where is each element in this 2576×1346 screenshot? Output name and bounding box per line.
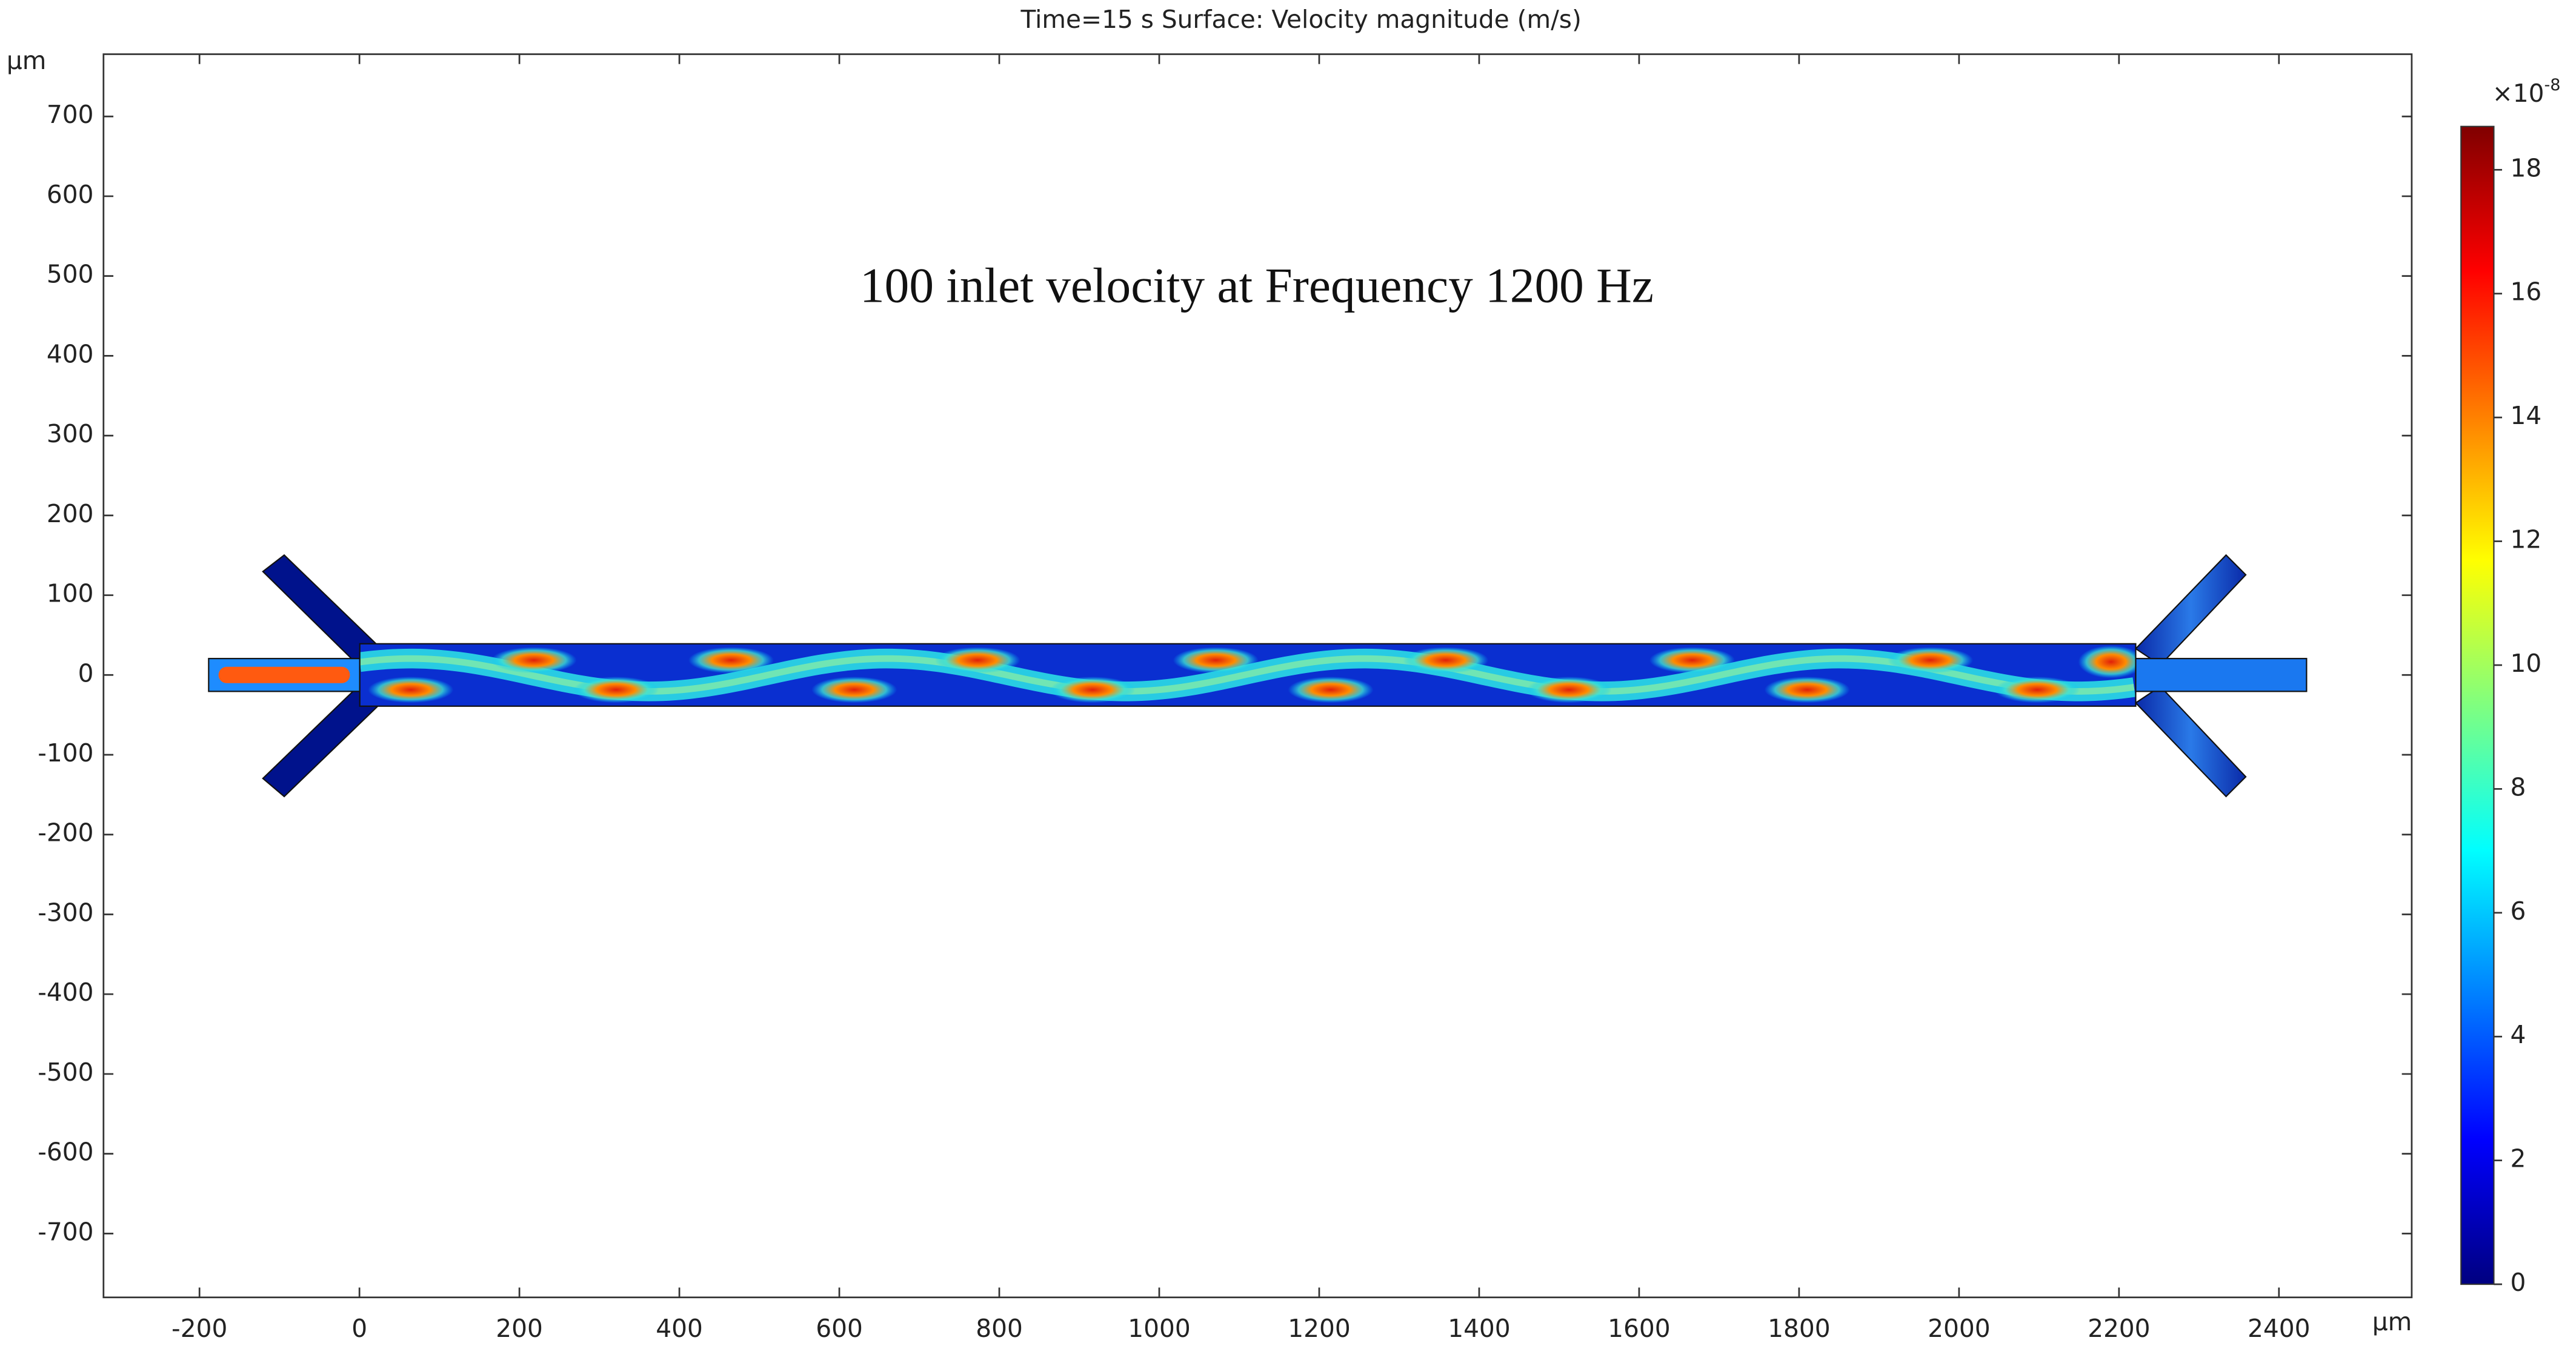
y-tick-label: 300 — [47, 419, 94, 448]
colorbar-tick-label: 2 — [2511, 1144, 2526, 1173]
velocity-peak — [1888, 647, 1974, 674]
y-tick-label: -300 — [38, 898, 93, 927]
colorbar-tick-label: 10 — [2511, 649, 2542, 678]
y-tick-label: -500 — [38, 1058, 93, 1087]
inlet-jet — [218, 666, 350, 683]
colorbar-tick-label: 0 — [2511, 1268, 2526, 1297]
x-unit: μm — [2372, 1307, 2412, 1336]
colorbar-tick-label: 14 — [2511, 401, 2542, 430]
y-tick-label: 600 — [47, 180, 94, 209]
y-tick-label: 200 — [47, 499, 94, 528]
y-tick-label: 500 — [47, 260, 94, 289]
velocity-field — [359, 645, 2136, 703]
y-tick-label: 400 — [47, 339, 94, 368]
x-tick-label: 800 — [976, 1314, 1023, 1343]
velocity-peak — [1403, 647, 1489, 674]
y-tick-label: -100 — [38, 738, 93, 767]
geometry — [208, 554, 2308, 798]
multiplier-exponent: -8 — [2544, 75, 2561, 94]
x-tick-label: 1800 — [1768, 1314, 1830, 1343]
multiplier-base: ×10 — [2492, 79, 2544, 108]
chart-title: Time=15 s Surface: Velocity magnitude (m… — [1020, 5, 1582, 34]
x-tick-label: 0 — [351, 1314, 367, 1343]
x-tick-label: 1400 — [1448, 1314, 1510, 1343]
velocity-peak — [1649, 647, 1735, 674]
velocity-peak — [2078, 645, 2136, 678]
colorbar-tick-label: 18 — [2511, 153, 2542, 182]
y-tick-label: -600 — [38, 1138, 93, 1167]
x-tick-label: 2000 — [1928, 1314, 1990, 1343]
velocity-peak — [1994, 676, 2080, 703]
colorbar-tick-label: 8 — [2511, 772, 2526, 801]
velocity-peak — [1288, 676, 1374, 703]
y-tick-label: -700 — [38, 1217, 93, 1246]
y-tick-label: -400 — [38, 978, 93, 1007]
colorbar-tick-label: 4 — [2511, 1020, 2526, 1049]
x-tick-label: 200 — [496, 1314, 543, 1343]
velocity-peak — [1173, 647, 1259, 674]
annotation: 100 inlet velocity at Frequency 1200 Hz — [860, 259, 1654, 313]
x-tick-label: -200 — [171, 1314, 227, 1343]
x-tick-label: 1000 — [1128, 1314, 1190, 1343]
velocity-peak — [811, 676, 897, 703]
velocity-peak — [573, 676, 659, 703]
colorbar — [2460, 125, 2495, 1285]
colorbar-tick-label: 16 — [2511, 277, 2542, 307]
x-tick-label: 2400 — [2248, 1314, 2310, 1343]
x-tick-label: 1600 — [1608, 1314, 1670, 1343]
y-tick-label: 0 — [78, 658, 94, 688]
colorbar-multiplier: ×10-8 — [2492, 75, 2561, 108]
velocity-peak — [491, 647, 577, 674]
y-tick-label: -200 — [38, 818, 93, 847]
velocity-peak — [1526, 676, 1612, 703]
colorbar-tick-label: 6 — [2511, 897, 2526, 926]
velocity-peak — [688, 647, 774, 674]
velocity-peak — [934, 647, 1020, 674]
x-tick-label: 600 — [816, 1314, 863, 1343]
velocity-peak — [1050, 676, 1136, 703]
outlet-channel — [2135, 658, 2308, 692]
x-tick-label: 2200 — [2088, 1314, 2150, 1343]
colorbar-tick-label: 12 — [2511, 525, 2542, 554]
y-unit: μm — [7, 46, 46, 75]
y-tick-label: 100 — [47, 579, 94, 608]
y-tick-label: 700 — [47, 100, 94, 129]
channel-wall — [359, 643, 2137, 707]
x-tick-label: 400 — [656, 1314, 703, 1343]
x-tick-label: 1200 — [1288, 1314, 1350, 1343]
velocity-peak — [368, 676, 454, 703]
velocity-peak — [1764, 676, 1850, 703]
